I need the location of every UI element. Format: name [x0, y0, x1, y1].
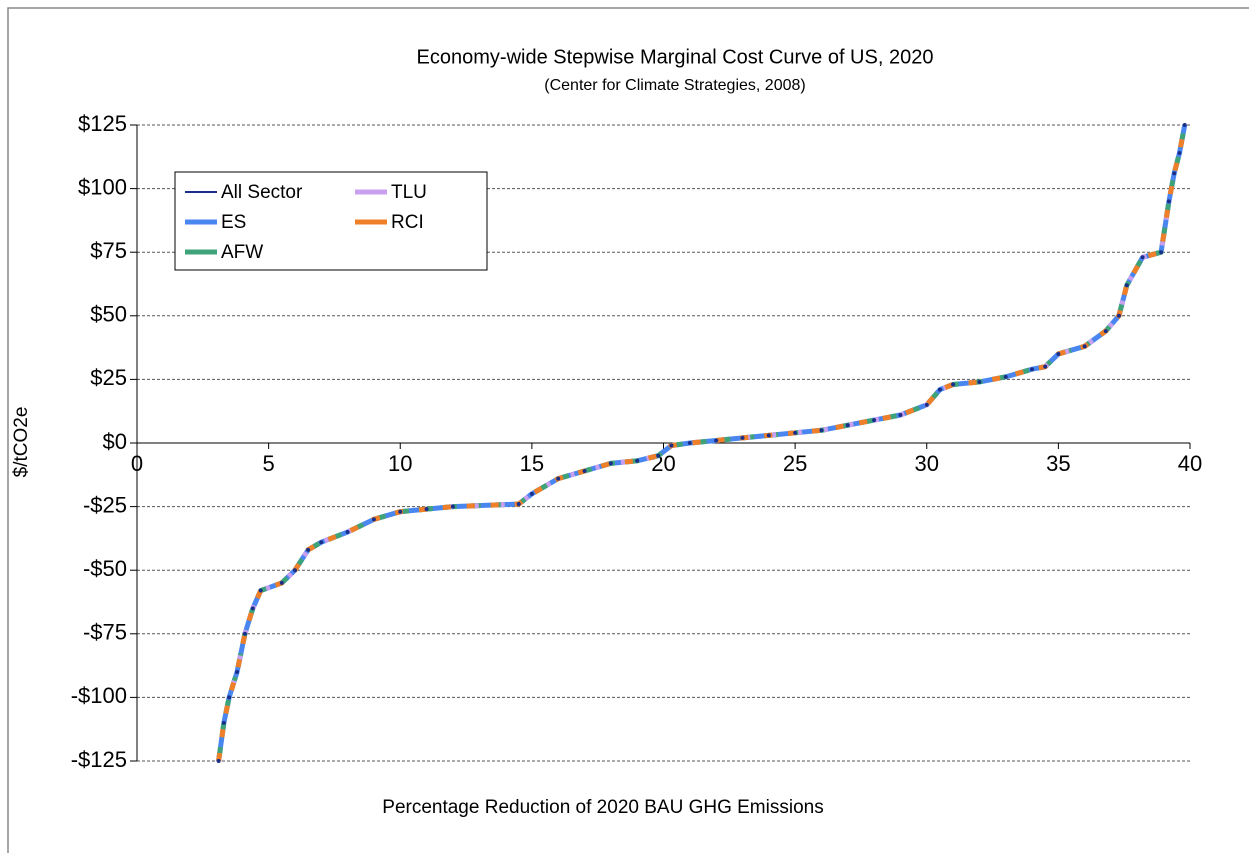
data-point: [306, 547, 311, 552]
legend-label: AFW: [221, 242, 263, 263]
data-point: [766, 433, 771, 438]
y-tick-label: $75: [90, 238, 127, 263]
data-point: [714, 438, 719, 443]
data-point: [635, 458, 640, 463]
x-tick-label: 40: [1178, 451, 1202, 476]
data-point: [582, 468, 587, 473]
x-tick-label: 35: [1046, 451, 1070, 476]
data-point: [977, 379, 982, 384]
y-tick-label: $125: [78, 111, 127, 136]
legend-label: ES: [221, 212, 246, 233]
data-point: [529, 491, 534, 496]
data-point: [221, 720, 226, 725]
legend-label: RCI: [391, 212, 424, 233]
chart-subtitle: (Center for Climate Strategies, 2008): [544, 77, 805, 94]
x-tick-label: 10: [388, 451, 412, 476]
data-point: [1103, 329, 1108, 334]
data-point: [937, 387, 942, 392]
data-point: [1056, 351, 1061, 356]
data-point: [250, 606, 255, 611]
x-tick-label: 30: [915, 451, 939, 476]
legend-label: All Sector: [221, 182, 303, 203]
data-point: [669, 443, 674, 448]
data-point: [1172, 171, 1177, 176]
data-point: [319, 540, 324, 545]
legend-label: TLU: [391, 182, 427, 203]
y-tick-label: -$25: [83, 492, 127, 517]
data-point: [1182, 123, 1187, 127]
data-point: [793, 430, 798, 435]
data-point: [1030, 367, 1035, 372]
data-point: [845, 423, 850, 428]
y-tick-label: $0: [103, 429, 127, 454]
data-point: [279, 580, 284, 585]
y-tick-label: -$125: [71, 747, 127, 772]
data-point: [1166, 199, 1171, 204]
chart-title: Economy-wide Stepwise Marginal Cost Curv…: [417, 46, 934, 68]
data-point: [516, 502, 521, 507]
data-point: [292, 568, 297, 573]
data-point: [819, 428, 824, 433]
data-point: [1043, 364, 1048, 369]
y-tick-label: $100: [78, 174, 127, 199]
data-point: [1177, 150, 1182, 155]
data-point: [216, 759, 221, 763]
data-point: [898, 413, 903, 418]
y-tick-label: -$50: [83, 556, 127, 581]
data-point: [951, 382, 956, 387]
data-point: [740, 435, 745, 440]
data-point: [424, 507, 429, 512]
data-point: [1124, 283, 1129, 288]
y-tick-label: $25: [90, 365, 127, 390]
x-axis-title: Percentage Reduction of 2020 BAU GHG Emi…: [382, 797, 823, 818]
data-point: [1159, 250, 1164, 255]
y-axis-title: $/tCO2e: [11, 407, 32, 478]
data-point: [258, 588, 263, 593]
data-point: [398, 509, 403, 514]
x-tick-label: 0: [131, 451, 143, 476]
legend-box: [174, 171, 488, 271]
data-point: [1140, 255, 1145, 260]
data-point: [371, 517, 376, 522]
data-point: [608, 461, 613, 466]
data-point: [235, 669, 240, 674]
data-point: [1116, 313, 1121, 318]
y-tick-label: $50: [90, 302, 127, 327]
data-point: [1082, 344, 1087, 349]
data-point: [242, 631, 247, 636]
y-tick-label: -$75: [83, 620, 127, 645]
x-tick-label: 5: [263, 451, 275, 476]
data-point: [345, 530, 350, 535]
data-point: [656, 453, 661, 458]
data-point: [556, 476, 561, 481]
data-point: [450, 504, 455, 509]
data-point: [227, 695, 232, 700]
x-tick-label: 25: [783, 451, 807, 476]
data-point: [872, 418, 877, 423]
series-line: [216, 124, 1188, 762]
data-point: [687, 441, 692, 445]
frame: [7, 7, 1249, 853]
x-tick-label: 15: [520, 451, 544, 476]
y-tick-label: -$100: [71, 683, 127, 708]
data-point: [924, 402, 929, 407]
data-point: [1003, 374, 1008, 379]
